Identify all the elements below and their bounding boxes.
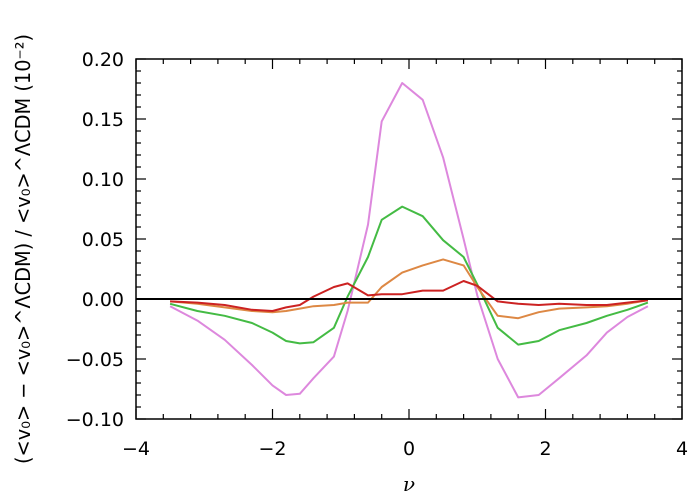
x-axis-label: ν: [403, 472, 415, 496]
y-tick-label: 0.20: [82, 49, 124, 71]
y-tick-label: 0.10: [82, 169, 124, 191]
y-tick-label: 0.05: [82, 229, 124, 251]
series-line-4: [170, 280, 649, 312]
x-tick-label: 4: [676, 438, 688, 460]
y-tick-label: 0.15: [82, 109, 124, 131]
y-tick-label: −0.05: [66, 349, 124, 371]
y-axis-label: (<v₀> − <v₀>^ΛCDM) / <v₀>^ΛCDM (10⁻²): [11, 34, 35, 464]
y-tick-label: −0.10: [66, 409, 124, 431]
x-tick-label: 0: [403, 438, 415, 460]
series-line-3: [170, 258, 649, 320]
ticks-layer: −4 −2 0 2 4 −0.10 −0.05 0.00 0.05 0.10 0.15 0.20: [66, 49, 688, 460]
series-line-1: [169, 82, 649, 399]
y-tick-label: 0.00: [82, 289, 124, 311]
x-tick-label: −2: [258, 438, 286, 460]
x-tick-label: −4: [122, 438, 150, 460]
series-line-2: [169, 205, 649, 346]
x-tick-label: 2: [539, 438, 551, 460]
plot-frame: [135, 58, 683, 420]
series-layer: [169, 82, 649, 399]
